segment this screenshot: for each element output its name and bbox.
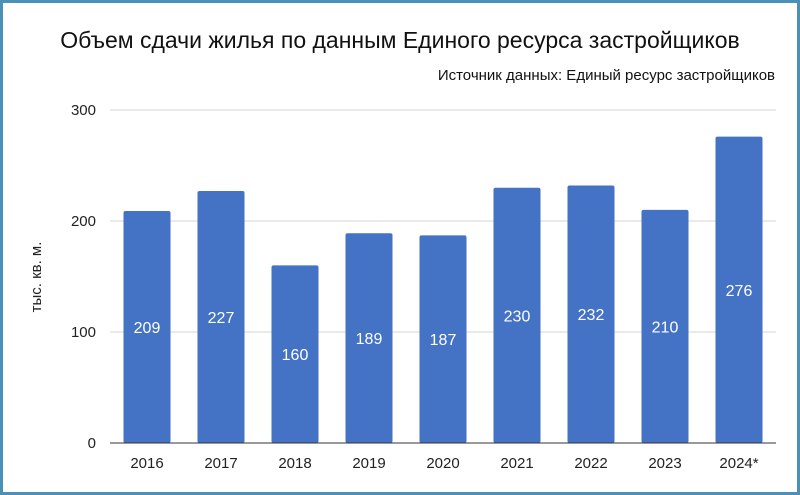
chart-subtitle: Источник данных: Единый ресурс застройщи… [437, 67, 775, 84]
data-label-2017: 227 [208, 310, 235, 327]
data-label-2019: 189 [356, 331, 383, 348]
y-tick-label: 300 [71, 102, 96, 119]
y-tick-label: 100 [71, 324, 96, 341]
x-tick-label-2020: 2020 [426, 455, 459, 472]
x-tick-label-2019: 2019 [352, 455, 385, 472]
x-axis-ticks: 2016 2017 2018 2019 2020 2021 2022 2023 2024* [130, 455, 758, 472]
data-label-2022: 232 [578, 307, 605, 324]
data-label-2021: 230 [504, 308, 531, 325]
data-label-2023: 210 [652, 319, 679, 336]
bar-2020 [419, 235, 467, 443]
bars [123, 136, 763, 444]
bar-2022 [567, 185, 615, 444]
y-axis-ticks: 0 100 200 300 [71, 102, 96, 452]
y-tick-label: 200 [71, 213, 96, 230]
y-tick-label: 0 [88, 435, 96, 452]
bar-2016 [123, 211, 171, 443]
y-axis-label: тыс. кв. м. [28, 242, 45, 313]
x-tick-label-2018: 2018 [278, 455, 311, 472]
data-label-2020: 187 [430, 332, 457, 349]
x-tick-label-2022: 2022 [574, 455, 607, 472]
x-tick-label-2024*: 2024* [719, 455, 758, 472]
data-label-2016: 209 [134, 320, 161, 337]
x-tick-label-2017: 2017 [204, 455, 237, 472]
bar-2018 [271, 265, 319, 443]
x-tick-label-2021: 2021 [500, 455, 533, 472]
x-tick-label-2023: 2023 [648, 455, 681, 472]
bar-2023 [641, 209, 689, 443]
data-labels: 209 227 160 189 187 230 232 210 276 [134, 283, 753, 364]
chart-title: Объем сдачи жилья по данным Единого ресу… [60, 27, 740, 53]
bar-2024* [715, 136, 763, 443]
x-tick-label-2016: 2016 [130, 455, 163, 472]
data-label-2018: 160 [282, 347, 309, 364]
bar-2019 [345, 233, 393, 443]
bar-2017 [197, 191, 245, 443]
bar-2021 [493, 187, 541, 443]
data-label-2024*: 276 [726, 283, 753, 300]
